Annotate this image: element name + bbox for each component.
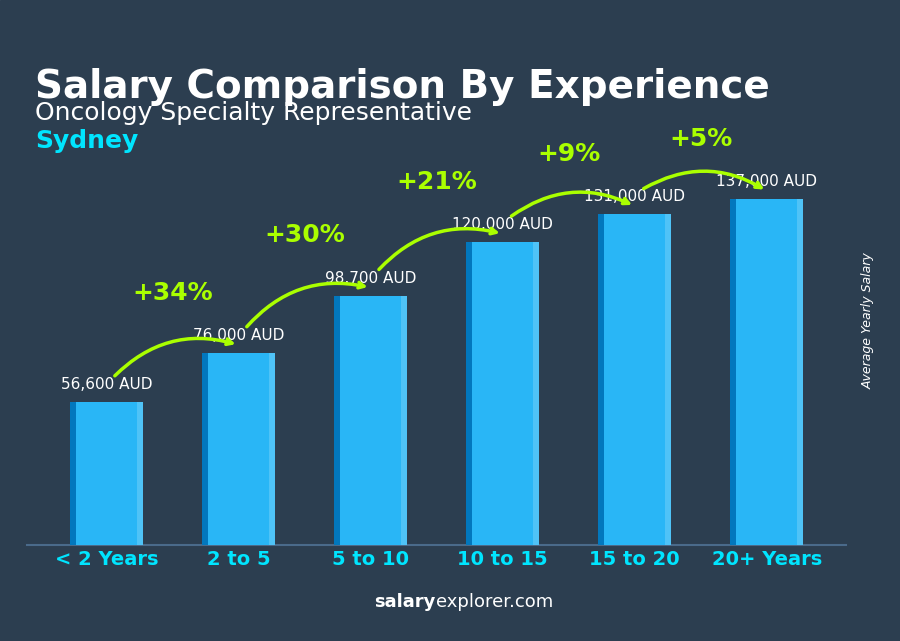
Bar bbox=[137, 402, 142, 545]
Bar bbox=[598, 214, 604, 545]
Text: 120,000 AUD: 120,000 AUD bbox=[452, 217, 553, 232]
Text: +21%: +21% bbox=[396, 169, 477, 194]
Text: +30%: +30% bbox=[264, 223, 345, 247]
Bar bbox=[202, 353, 208, 545]
Text: 98,700 AUD: 98,700 AUD bbox=[325, 271, 416, 286]
Text: explorer.com: explorer.com bbox=[436, 594, 553, 612]
Text: 76,000 AUD: 76,000 AUD bbox=[193, 328, 284, 343]
Bar bbox=[665, 214, 671, 545]
Text: Salary Comparison By Experience: Salary Comparison By Experience bbox=[35, 69, 770, 106]
Bar bbox=[70, 402, 76, 545]
Text: 137,000 AUD: 137,000 AUD bbox=[716, 174, 817, 189]
Text: Oncology Specialty Representative: Oncology Specialty Representative bbox=[35, 101, 473, 124]
Text: +5%: +5% bbox=[669, 127, 733, 151]
Bar bbox=[401, 296, 407, 545]
Text: +9%: +9% bbox=[537, 142, 600, 166]
Text: Average Yearly Salary: Average Yearly Salary bbox=[862, 252, 875, 389]
Text: Sydney: Sydney bbox=[35, 129, 139, 153]
Bar bbox=[797, 199, 803, 545]
Text: +34%: +34% bbox=[132, 281, 212, 304]
Bar bbox=[533, 242, 539, 545]
Bar bbox=[269, 353, 274, 545]
Bar bbox=[334, 296, 407, 545]
Bar bbox=[731, 199, 803, 545]
Text: 56,600 AUD: 56,600 AUD bbox=[60, 377, 152, 392]
Bar bbox=[466, 242, 472, 545]
Bar bbox=[466, 242, 539, 545]
Text: salary: salary bbox=[374, 594, 436, 612]
Bar bbox=[598, 214, 671, 545]
Bar bbox=[202, 353, 274, 545]
Bar bbox=[334, 296, 340, 545]
Bar bbox=[731, 199, 736, 545]
Text: 131,000 AUD: 131,000 AUD bbox=[584, 189, 685, 204]
Bar bbox=[70, 402, 142, 545]
